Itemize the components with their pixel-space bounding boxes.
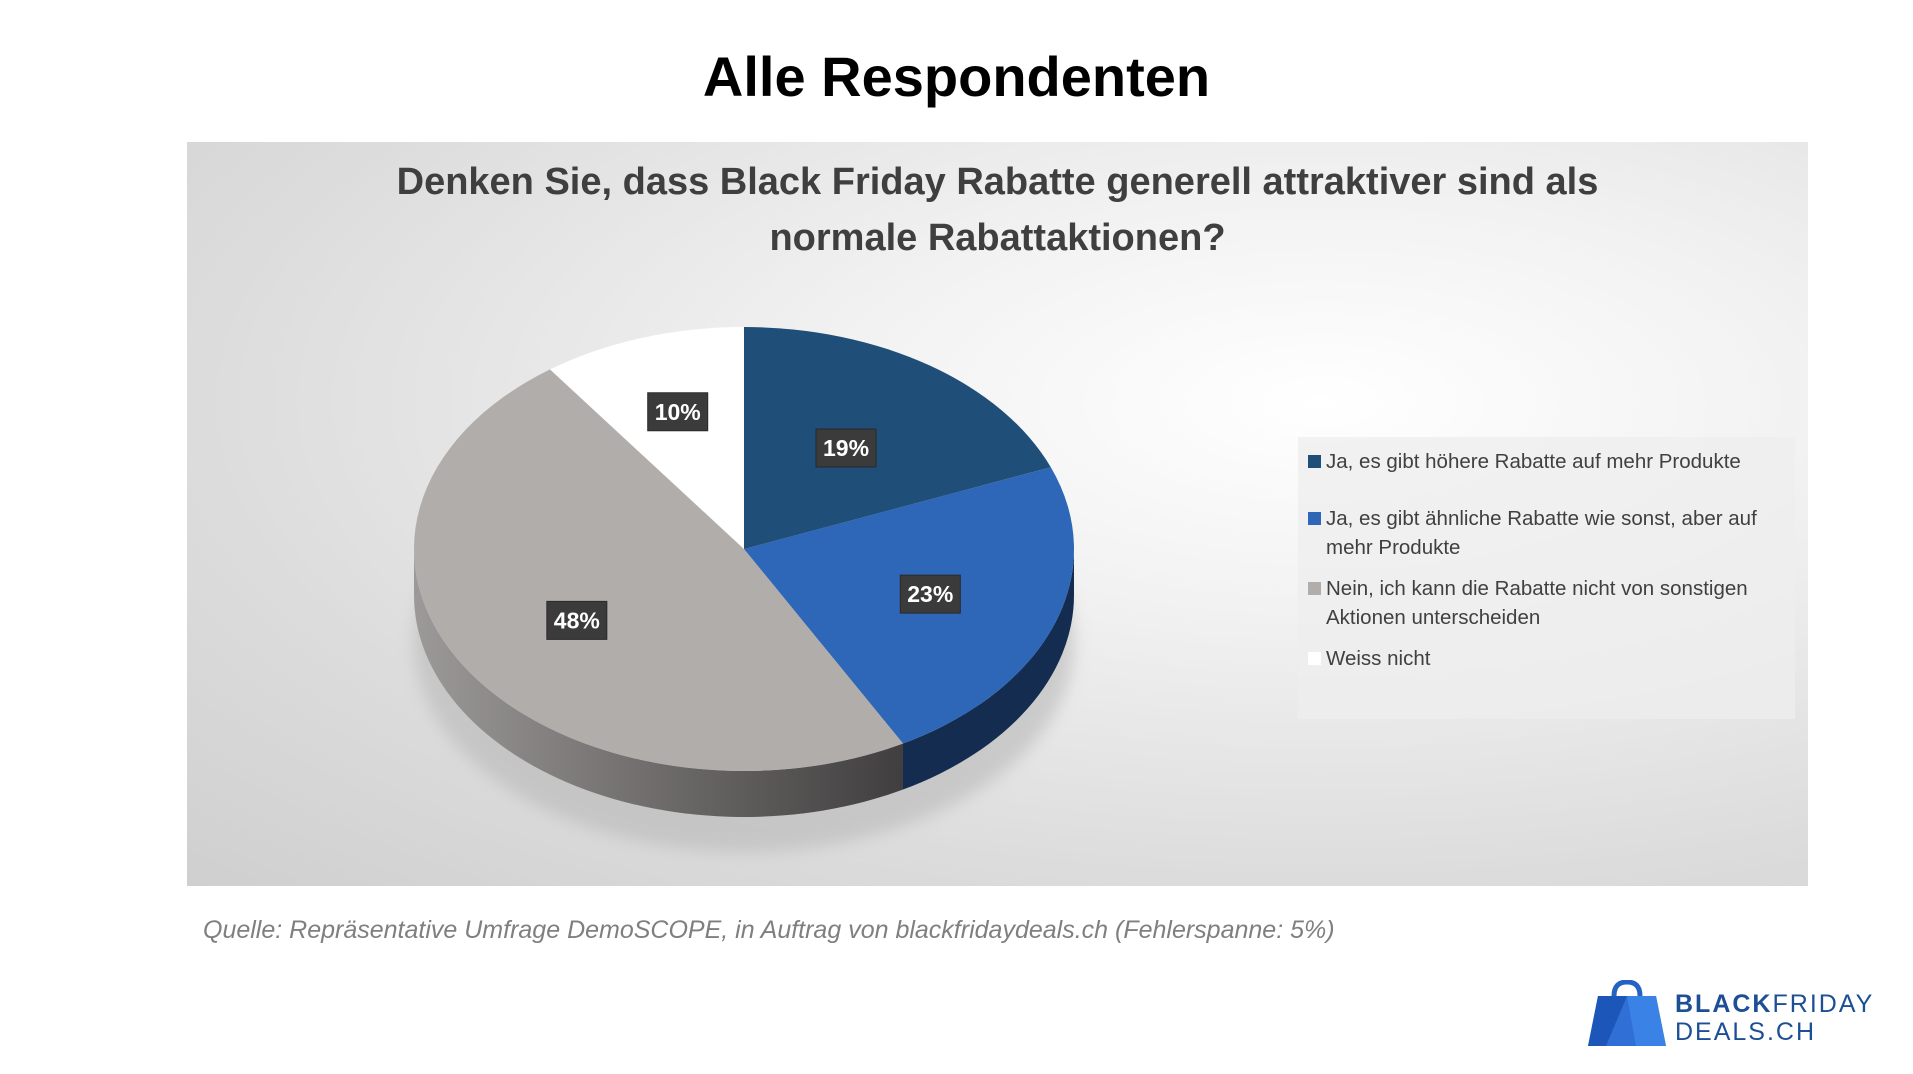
chart-title-line-1: Denken Sie, dass Black Friday Rabatte ge… xyxy=(396,161,1599,203)
legend-label: Nein, ich kann die Rabatte nicht von son… xyxy=(1326,577,1748,629)
legend-swatch xyxy=(1308,582,1321,595)
pie-sides xyxy=(414,549,1074,817)
legend-swatch xyxy=(1308,455,1321,468)
data-label-text: 10% xyxy=(655,399,701,425)
source-note: Quelle: Repräsentative Umfrage DemoSCOPE… xyxy=(203,916,1335,944)
data-label-text: 19% xyxy=(823,435,869,461)
pie-data-label: 48% xyxy=(546,600,608,640)
legend-label: Weiss nicht xyxy=(1326,647,1431,670)
data-label-box xyxy=(647,392,709,432)
data-label-text: 48% xyxy=(554,607,600,633)
pie-slice-4 xyxy=(550,327,744,549)
brand-line-1-bold: BLACK xyxy=(1675,990,1773,1018)
pie-data-label: 19% xyxy=(815,428,877,468)
pie-side-3 xyxy=(414,549,903,817)
legend-label: Ja, es gibt ähnliche Rabatte wie sonst, … xyxy=(1326,507,1757,559)
page-title: Alle Respondenten xyxy=(702,45,1211,108)
chart-title-line-2: normale Rabattaktionen? xyxy=(769,217,1226,259)
brand-line-2: DEALS.CH xyxy=(1675,1018,1817,1046)
pie-chart: 19% 23% 48% 10% xyxy=(413,327,1074,852)
data-label-box xyxy=(899,574,961,614)
chart-panel: Denken Sie, dass Black Friday Rabatte ge… xyxy=(187,142,1808,886)
legend: Ja, es gibt höhere Rabatte auf mehr Prod… xyxy=(1298,437,1795,719)
chart-title: Denken Sie, dass Black Friday Rabatte ge… xyxy=(187,154,1808,266)
brand-line-1: BLACKFRIDAY xyxy=(1675,990,1874,1019)
pie-slices xyxy=(413,327,1074,772)
shopping-bag-icon xyxy=(1588,980,1666,1046)
brand-logo: BLACKFRIDAY DEALS.CH xyxy=(1586,980,1886,1050)
legend-item: Weiss nicht xyxy=(1308,644,1785,673)
legend-item: Ja, es gibt ähnliche Rabatte wie sonst, … xyxy=(1308,504,1785,562)
legend-swatch xyxy=(1308,512,1321,525)
pie-slice-3 xyxy=(413,369,903,772)
pie-side-2 xyxy=(902,549,1074,790)
data-label-box xyxy=(815,428,877,468)
data-label-box xyxy=(546,600,608,640)
legend-swatch xyxy=(1308,652,1321,665)
pie-data-label: 23% xyxy=(899,574,961,614)
brand-line-1-light: FRIDAY xyxy=(1772,990,1875,1018)
pie-labels: 19% 23% 48% 10% xyxy=(546,392,961,640)
legend-item: Ja, es gibt höhere Rabatte auf mehr Prod… xyxy=(1308,447,1785,476)
pie-data-label: 10% xyxy=(647,392,709,432)
pie-slice-1 xyxy=(744,327,1051,549)
legend-label: Ja, es gibt höhere Rabatte auf mehr Prod… xyxy=(1326,450,1741,473)
legend-item: Nein, ich kann die Rabatte nicht von son… xyxy=(1308,574,1785,632)
data-label-text: 23% xyxy=(907,581,953,607)
